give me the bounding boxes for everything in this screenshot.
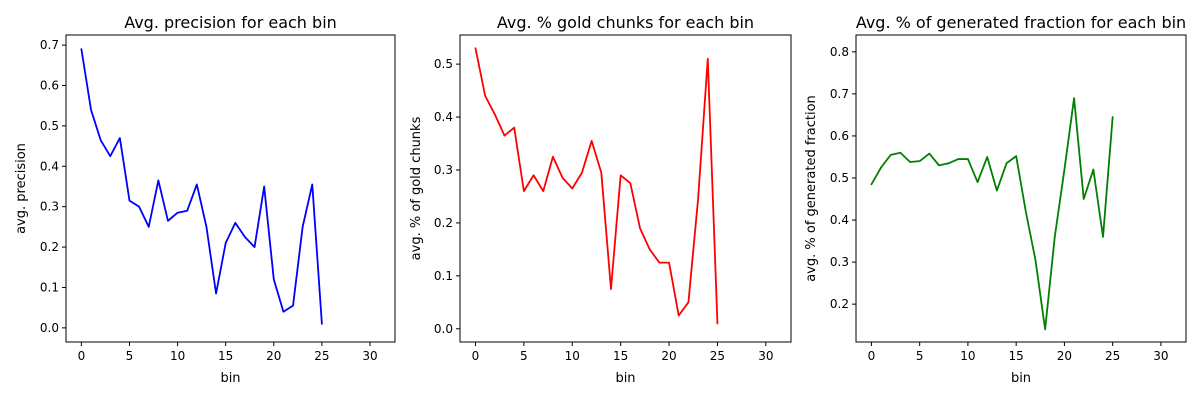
- x-tick-label: 25: [1105, 349, 1120, 363]
- y-tick-label: 0.5: [434, 57, 453, 71]
- y-tick-label: 0.2: [40, 240, 59, 254]
- x-tick-label: 5: [520, 349, 528, 363]
- chart-title: Avg. precision for each bin: [124, 13, 337, 32]
- y-tick-label: 0.1: [434, 269, 453, 283]
- x-tick-label: 20: [1057, 349, 1072, 363]
- y-tick-label: 0.4: [434, 110, 453, 124]
- y-axis-label: avg. % of gold chunks: [409, 116, 424, 260]
- y-tick-label: 0.6: [830, 129, 849, 143]
- chart-title: Avg. % gold chunks for each bin: [497, 13, 754, 32]
- y-tick-label: 0.4: [830, 213, 849, 227]
- subplot-gold-chunks: Avg. % gold chunks for each bin bin avg.…: [409, 13, 792, 386]
- y-tick-label: 0.3: [434, 163, 453, 177]
- y-tick-label: 0.3: [40, 200, 59, 214]
- x-tick-label: 10: [565, 349, 580, 363]
- series-line: [474, 47, 719, 325]
- y-tick-label: 0.4: [40, 159, 59, 173]
- x-tick-label: 5: [126, 349, 134, 363]
- y-tick-label: 0.5: [830, 171, 849, 185]
- series-line: [80, 48, 323, 325]
- x-tick-label: 0: [472, 349, 480, 363]
- y-axis-label: avg. precision: [14, 143, 29, 234]
- x-tick-label: 15: [1009, 349, 1024, 363]
- plot-frame: [459, 34, 792, 343]
- y-tick-label: 0.6: [40, 78, 59, 92]
- x-axis-label: bin: [615, 371, 635, 386]
- series-line: [870, 97, 1114, 331]
- x-tick-label: 25: [710, 349, 725, 363]
- y-tick-label: 0.1: [40, 280, 59, 294]
- subplot-precision: Avg. precision for each bin bin avg. pre…: [14, 13, 396, 386]
- x-tick-label: 15: [613, 349, 628, 363]
- x-tick-label: 25: [314, 349, 329, 363]
- x-tick-label: 30: [1153, 349, 1168, 363]
- plot-frame: [855, 34, 1187, 343]
- chart-title: Avg. % of generated fraction for each bi…: [856, 13, 1186, 32]
- x-tick-label: 10: [960, 349, 975, 363]
- y-tick-label: 0.7: [40, 38, 59, 52]
- x-tick-label: 15: [218, 349, 233, 363]
- y-tick-label: 0.2: [830, 297, 849, 311]
- y-tick-label: 0.7: [830, 87, 849, 101]
- subplot-generated-fraction: Avg. % of generated fraction for each bi…: [804, 13, 1187, 386]
- x-axis-label: bin: [1011, 371, 1031, 386]
- x-tick-label: 0: [78, 349, 86, 363]
- y-tick-label: 0.5: [40, 119, 59, 133]
- x-tick-label: 30: [758, 349, 773, 363]
- x-tick-label: 5: [916, 349, 924, 363]
- x-tick-label: 0: [868, 349, 876, 363]
- x-tick-label: 20: [266, 349, 281, 363]
- plot-frame: [65, 34, 396, 343]
- y-tick-label: 0.3: [830, 255, 849, 269]
- x-tick-label: 10: [170, 349, 185, 363]
- x-tick-label: 30: [362, 349, 377, 363]
- x-tick-label: 20: [661, 349, 676, 363]
- y-tick-label: 0.2: [434, 216, 453, 230]
- y-tick-label: 0.8: [830, 45, 849, 59]
- y-tick-label: 0.0: [40, 321, 59, 335]
- x-axis-label: bin: [220, 371, 240, 386]
- y-axis-label: avg. % of generated fraction: [804, 95, 819, 282]
- y-tick-label: 0.0: [434, 322, 453, 336]
